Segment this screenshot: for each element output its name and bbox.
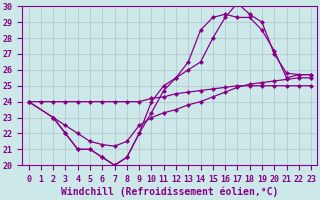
X-axis label: Windchill (Refroidissement éolien,°C): Windchill (Refroidissement éolien,°C) — [61, 187, 278, 197]
